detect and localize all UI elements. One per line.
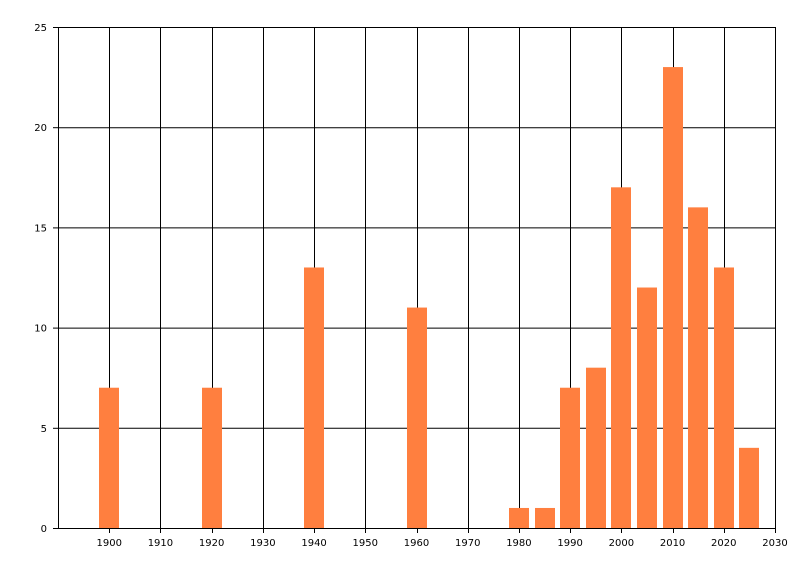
bars bbox=[99, 67, 759, 529]
bar bbox=[714, 267, 734, 528]
bar bbox=[688, 207, 708, 529]
y-tick-label: 10 bbox=[34, 324, 47, 335]
x-tick-label: 1970 bbox=[455, 538, 480, 549]
x-tick-label: 2020 bbox=[711, 538, 736, 549]
x-tick-label: 2010 bbox=[660, 538, 685, 549]
bar bbox=[535, 507, 555, 528]
bar bbox=[509, 507, 529, 528]
x-tick-label: 1910 bbox=[148, 538, 173, 549]
y-tick-label: 20 bbox=[34, 123, 47, 134]
bar bbox=[304, 267, 324, 528]
bar bbox=[663, 67, 683, 528]
x-tick-label: 1920 bbox=[199, 538, 224, 549]
bar bbox=[99, 387, 119, 528]
bar bbox=[611, 187, 631, 528]
y-tick-label: 5 bbox=[41, 424, 47, 435]
x-tick-label: 1940 bbox=[301, 538, 326, 549]
x-tick-label: 1950 bbox=[353, 538, 378, 549]
x-tick-label: 1990 bbox=[557, 538, 582, 549]
y-tick-label: 25 bbox=[34, 23, 47, 34]
x-tick-label: 2000 bbox=[609, 538, 634, 549]
x-tick-label: 1930 bbox=[250, 538, 275, 549]
x-tick-label: 1980 bbox=[506, 538, 531, 549]
bar bbox=[586, 367, 606, 528]
tick-labels: 0 5 10 15 20 25 1900 1910 1920 1930 1940 1950 1960 19… bbox=[34, 23, 787, 549]
bar bbox=[202, 387, 222, 528]
x-tick-label: 1960 bbox=[404, 538, 429, 549]
bar bbox=[739, 447, 759, 528]
x-tick-label: 1900 bbox=[96, 538, 121, 549]
axes bbox=[53, 27, 776, 533]
bar bbox=[560, 387, 580, 528]
y-tick-label: 15 bbox=[34, 223, 47, 234]
x-tick-label: 2030 bbox=[762, 538, 787, 549]
bar bbox=[407, 307, 427, 528]
bar bbox=[637, 287, 657, 528]
y-tick-label: 0 bbox=[41, 524, 47, 535]
